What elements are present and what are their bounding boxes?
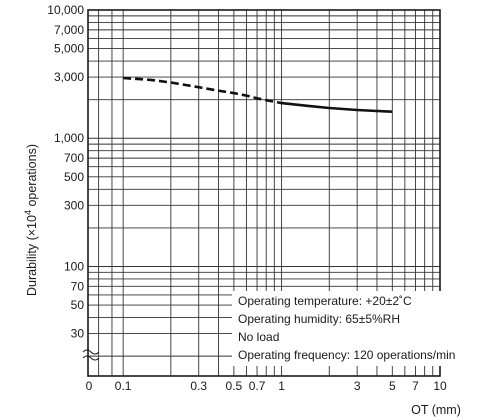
series-line-solid [281,101,393,113]
x-tick-label: 5 [389,379,396,393]
series-line-dashed [123,76,282,105]
y-tick-label: 3,000 [54,70,84,84]
x-tick-label: 7 [412,379,419,393]
note-temperature: Operating temperature: +20±2˚C [238,294,412,308]
x-tick-label: 10 [433,379,447,393]
y-tick-label: 700 [64,151,84,165]
conditions-note: Operating temperature: +20±2˚C Operating… [232,291,485,366]
axis-break-mark [82,349,100,361]
y-tick-label: 10,000 [47,3,84,17]
note-frequency: Operating frequency: 120 operations/min [238,348,455,362]
x-tick-label: 0.3 [190,379,207,393]
y-axis-label: Durability (×104 operations) [23,144,39,296]
note-humidity: Operating humidity: 65±5%RH [238,312,400,326]
y-axis-label-prefix: Durability (×10 [25,215,39,296]
x-tick-label: 1 [278,379,285,393]
y-axis-label-suffix: operations) [25,144,39,210]
x-tick-label-zero: 0 [86,379,93,393]
y-tick-label: 300 [64,198,84,212]
y-tick-label: 50 [71,298,85,312]
y-tick-label: 7,000 [54,23,84,37]
y-tick-label: 5,000 [54,42,84,56]
y-tick-label: 500 [64,170,84,184]
series-group [123,76,393,113]
y-tick-label: 70 [71,279,85,293]
x-tick-labels: 0.1 0.3 0.5 0.7 1 3 5 7 10 0 [86,379,447,393]
plot-frame [87,9,441,377]
conditions-note-background [232,291,485,366]
x-axis-label: OT (mm) [411,403,461,417]
note-load: No load [238,330,279,344]
x-tick-label: 0.1 [115,379,132,393]
x-tick-label: 0.5 [226,379,243,393]
y-tick-label: 100 [64,259,84,273]
y-tick-label: 1,000 [54,131,84,145]
y-tick-labels: 30 50 70 100 300 500 700 1,000 3,000 5,000 7,000 10… [47,3,84,341]
x-tick-label: 0.7 [249,379,266,393]
y-axis-label-exponent: 4 [23,210,33,215]
x-tick-label: 3 [354,379,361,393]
y-tick-label: 30 [71,327,85,341]
